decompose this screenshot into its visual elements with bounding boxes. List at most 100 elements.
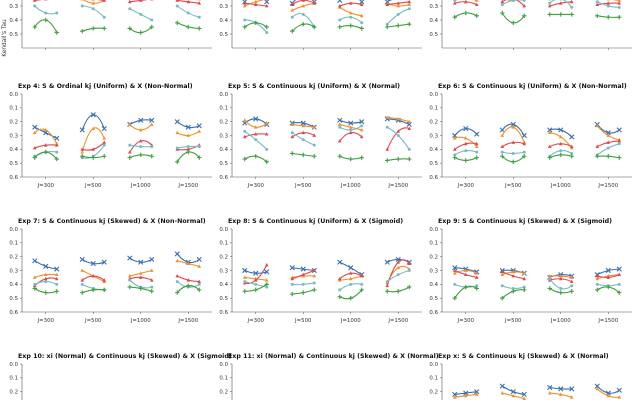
data-point-s4 [44,11,48,15]
data-point-s4 [197,282,201,286]
data-point-s2 [80,268,85,272]
data-point-s4 [254,282,258,286]
y-tick-label: 0.4 [9,18,18,24]
data-point-s2 [80,150,85,154]
data-point-s2 [149,268,154,272]
data-point-s3 [547,144,552,148]
data-point-s3 [396,129,401,133]
data-point-s5 [547,155,552,160]
data-point-s5 [500,295,505,301]
data-point-s2 [312,274,317,278]
data-point-s5 [138,152,143,158]
data-point-s5 [606,154,611,159]
data-point-s3 [312,133,317,137]
series-line-s3 [386,259,410,286]
data-point-s4 [360,21,364,25]
data-point-s1 [616,266,622,272]
plot-area [452,265,622,301]
data-point-s1 [605,390,611,396]
data-point-s4 [301,12,305,16]
y-tick-label: 0.1 [9,241,18,247]
data-point-s4 [175,280,179,284]
y-tick-label: 0.0 [9,92,18,98]
data-point-s3 [606,1,611,5]
data-point-s1 [510,389,516,395]
data-point-s2 [197,264,202,268]
data-point-s1 [253,270,259,276]
data-point-s1 [54,266,60,272]
data-point-s3 [547,4,552,8]
data-point-s5 [301,152,306,158]
data-point-s2 [32,130,37,135]
data-point-s5 [522,154,527,159]
data-point-s4 [595,0,599,4]
data-point-s5 [337,24,342,30]
data-point-s3 [312,268,317,272]
data-point-s4 [55,282,59,286]
data-point-s2 [348,125,353,129]
y-tick-label: 0.4 [9,147,18,153]
data-point-s5 [138,30,143,35]
y-tick-label: 0.0 [429,92,438,98]
y-tick-label: 0.1 [9,376,18,382]
data-point-s5 [558,290,563,295]
data-point-s4 [150,145,154,149]
data-point-s4 [349,15,353,19]
y-tick-label: 0.2 [9,120,18,126]
data-point-s3 [175,0,180,2]
data-point-s3 [359,2,364,6]
data-point-s2 [264,121,269,125]
data-point-s1 [474,389,480,395]
x-tick-label: J=500 [504,183,522,189]
y-tick-label: 0.2 [429,255,438,261]
data-point-s4 [128,7,132,11]
data-point-s5 [102,26,107,31]
data-point-s2 [606,133,611,137]
y-tick-label: 0.5 [219,32,228,38]
data-point-s1 [300,266,306,272]
data-point-s5 [312,287,317,293]
data-point-s5 [463,158,468,163]
data-point-s3 [500,0,505,4]
data-point-s3 [606,275,611,279]
data-point-s5 [569,12,574,17]
data-point-s1 [32,258,38,264]
x-tick-label: J=500 [294,183,312,189]
data-point-s2 [43,272,48,277]
data-point-s3 [396,1,401,5]
chart-panel: Exp 8: S & Continuous kj (Uniform) & X (… [219,218,422,324]
data-point-s1 [138,117,144,123]
data-point-s4 [360,124,364,128]
data-point-s3 [253,2,258,6]
data-point-s3 [522,4,527,8]
chart-panel: Exp 6: S & Continuous kj (Uniform) & X (… [429,83,632,189]
data-point-s2 [253,125,258,129]
series-line-s1 [454,128,478,136]
chart-panel: 0.3 0.4 0.5 [9,0,212,50]
data-point-s2 [301,4,306,8]
data-point-s5 [595,154,600,159]
data-point-s5 [312,154,317,159]
data-point-s5 [617,15,622,20]
data-point-s3 [80,278,85,282]
data-point-s3 [522,276,527,281]
y-tick-label: 0.5 [429,296,438,302]
data-point-s2 [595,386,600,391]
y-tick-label: 0.5 [9,32,18,38]
data-point-s5 [547,12,552,17]
data-point-s3 [264,262,269,267]
data-point-s5 [359,26,364,31]
data-point-s4 [44,280,48,284]
y-tick-label: 0.3 [429,4,438,10]
chart-title: Exp 8: S & Continuous kj (Uniform) & X (… [228,218,403,225]
data-point-s2 [138,127,143,132]
y-tick-label: 0.0 [219,362,228,368]
data-point-s5 [91,155,96,160]
data-point-s3 [127,0,132,4]
data-point-s4 [338,288,342,292]
data-point-s3 [452,1,457,5]
data-point-s2 [385,115,390,119]
chart-panel: Exp x: S & Continuous kj (Skewed) & X (N… [429,353,622,400]
y-tick-label: 0.5 [9,296,18,302]
